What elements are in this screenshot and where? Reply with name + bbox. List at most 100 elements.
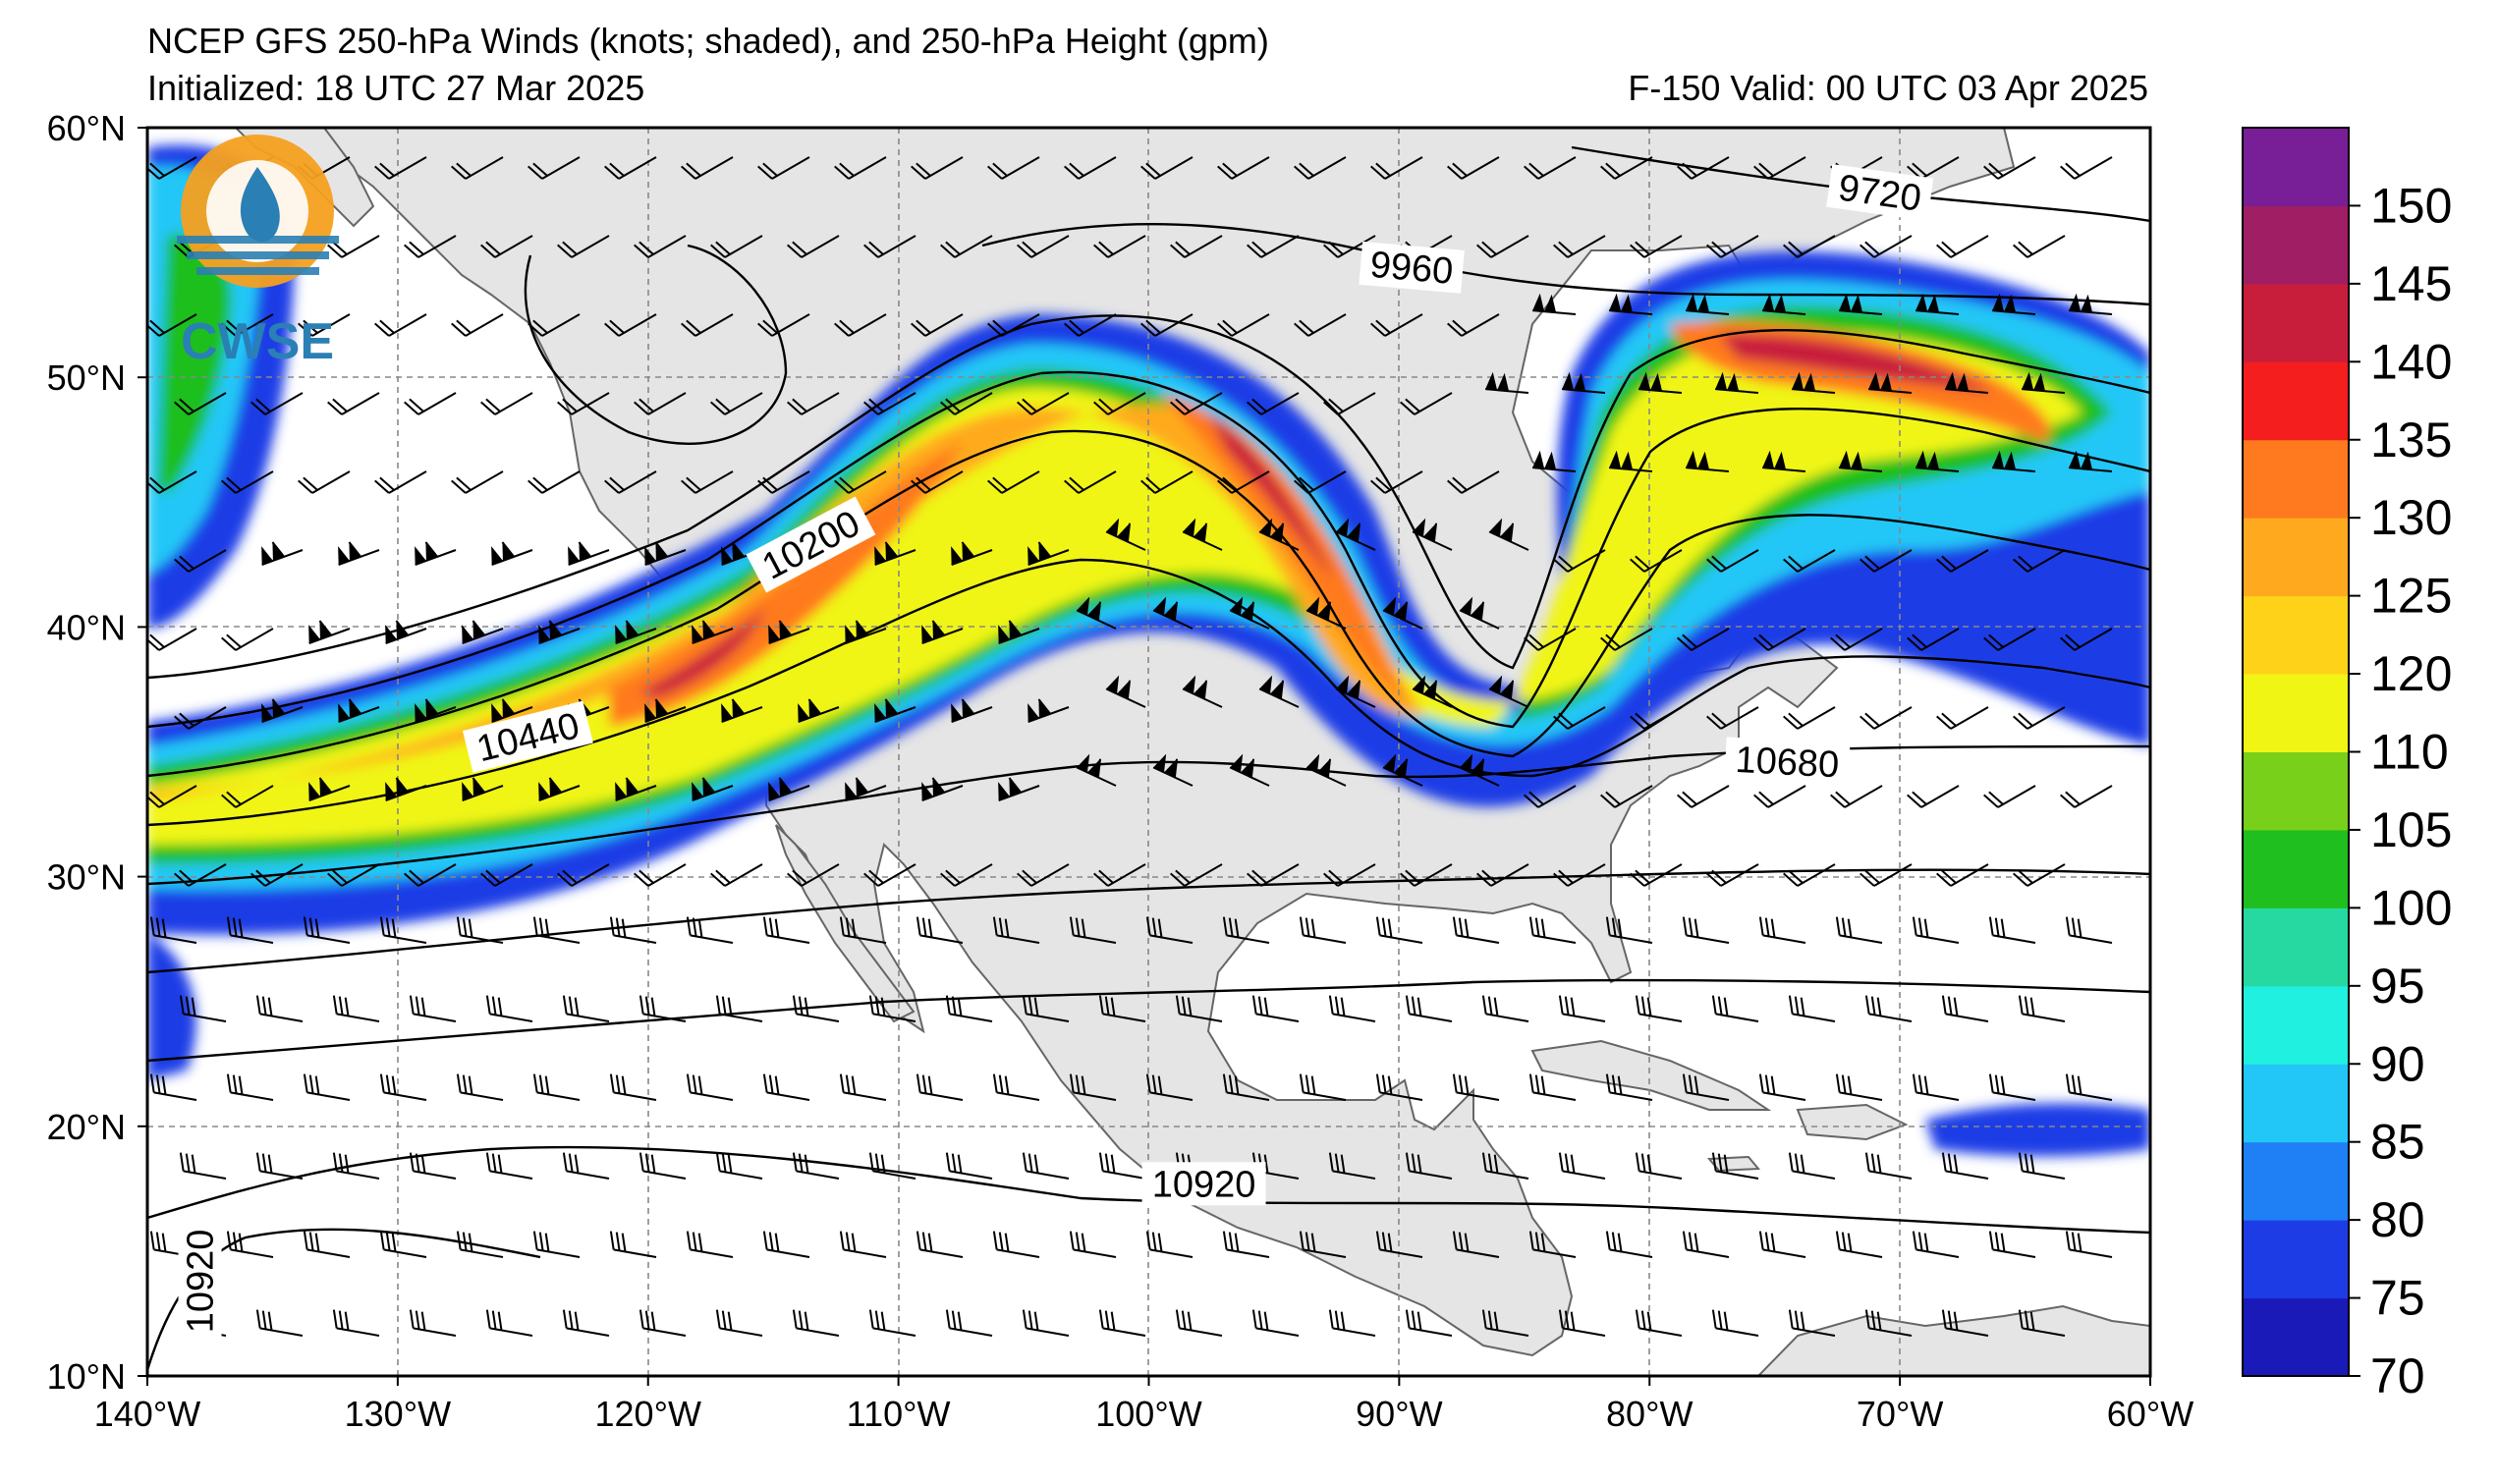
wind-barb xyxy=(255,1309,304,1337)
wind-barb xyxy=(1405,1309,1453,1337)
contour-10200-a xyxy=(147,314,2150,680)
wind-barb xyxy=(911,156,964,180)
wind-barb xyxy=(1017,863,1070,887)
wind-barb xyxy=(921,620,964,644)
wind-barb xyxy=(338,698,380,723)
wind-barb xyxy=(1222,916,1270,944)
lon-label: 140°W xyxy=(94,1394,200,1434)
colorbar-swatch xyxy=(2243,1064,2349,1143)
wind-barb xyxy=(1532,293,1577,315)
wind-barb xyxy=(839,1231,887,1258)
wind-barb xyxy=(798,698,840,723)
wind-barb xyxy=(1758,1231,1806,1258)
wind-barb xyxy=(1992,293,2036,315)
south-america xyxy=(1756,1304,2150,1376)
colorbar: 70 75 80 85 90 95 100 105 110 120 125 130 135 140 145 1… xyxy=(2242,127,2452,1403)
wind-barb xyxy=(255,1152,304,1180)
wind-barb xyxy=(757,313,810,337)
wind-barb xyxy=(1783,863,1836,887)
wind-barb xyxy=(615,777,657,801)
wind-barb xyxy=(1524,628,1577,651)
lat-label: 10°N xyxy=(47,1356,126,1397)
wind-barb xyxy=(1711,995,1759,1022)
wind-barb xyxy=(845,620,887,644)
wind-barb xyxy=(1481,1152,1529,1180)
wind-barb xyxy=(1375,1073,1423,1101)
wind-barb xyxy=(638,995,687,1022)
wind-barb xyxy=(374,470,427,494)
wind-barb xyxy=(1145,916,1193,944)
wind-barb xyxy=(404,863,457,887)
wind-barb xyxy=(1170,863,1223,887)
wind-barb xyxy=(787,863,840,887)
wind-barb xyxy=(609,1073,657,1101)
wind-barb xyxy=(911,313,964,337)
wind-barb xyxy=(1175,1309,1223,1337)
wind-barb xyxy=(174,549,227,573)
wind-barb xyxy=(1788,995,1836,1022)
wind-barb xyxy=(1907,785,1960,808)
wind-barb xyxy=(1447,156,1500,180)
wind-barb xyxy=(480,392,533,415)
wind-barb xyxy=(911,470,964,494)
wind-barb xyxy=(409,1152,457,1180)
colorbar-swatch xyxy=(2243,829,2349,908)
wind-barb xyxy=(1335,675,1376,708)
wind-barb xyxy=(2065,1073,2113,1101)
wind-barb xyxy=(686,1073,734,1101)
contour-label: 10920 xyxy=(178,1219,222,1344)
wind-barb xyxy=(916,1073,964,1101)
contour-10560 xyxy=(147,558,2150,827)
wind-barb xyxy=(2013,549,2066,573)
wind-barb xyxy=(1528,1231,1577,1258)
wind-barb xyxy=(715,995,763,1022)
wind-barb xyxy=(308,777,351,801)
colorbar-label: 75 xyxy=(2370,1271,2425,1326)
wind-barb xyxy=(456,1073,504,1101)
wind-barb xyxy=(327,863,380,887)
lon-label: 100°W xyxy=(1095,1394,1201,1434)
wind-barb xyxy=(1370,470,1423,494)
wind-barb xyxy=(1247,863,1300,887)
wind-barb xyxy=(1305,596,1347,630)
colorbar-label: 150 xyxy=(2370,178,2452,233)
wind-barb xyxy=(1251,995,1300,1022)
wind-barb xyxy=(1247,235,1300,258)
wind-barb xyxy=(634,235,687,258)
wind-barb xyxy=(638,1309,687,1337)
colorbar-label: 125 xyxy=(2370,569,2452,624)
wind-barb xyxy=(1145,1073,1193,1101)
wind-barb xyxy=(1258,675,1300,708)
wind-barb xyxy=(768,777,810,801)
wind-barb xyxy=(2022,371,2066,394)
wind-barb xyxy=(1447,470,1500,494)
wind-barb xyxy=(834,313,887,337)
svg-text:10920: 10920 xyxy=(181,1230,222,1334)
height-contours xyxy=(147,145,2150,1371)
wind-barb xyxy=(1600,785,1653,808)
contour-label: 10920 xyxy=(1141,1162,1266,1206)
wind-barb xyxy=(379,916,427,944)
wind-barb xyxy=(485,995,533,1022)
wind-barb xyxy=(1630,549,1683,573)
jamaica xyxy=(1706,1155,1761,1173)
wind-barb xyxy=(451,470,504,494)
contour-north-low xyxy=(524,244,788,445)
wind-barb xyxy=(1988,916,2036,944)
wind-barb xyxy=(527,313,581,337)
wind-barb xyxy=(250,392,304,415)
wind-barb xyxy=(1524,785,1577,808)
colorbar-label: 130 xyxy=(2370,490,2452,545)
wind-barb xyxy=(945,1309,993,1337)
colorbar-swatch xyxy=(2243,985,2349,1065)
wind-barb xyxy=(2069,293,2113,315)
wind-barb xyxy=(379,1231,427,1258)
wind-barb xyxy=(1992,450,2036,472)
wind-barb xyxy=(757,470,810,494)
wind-barb xyxy=(710,235,763,258)
wind-barb xyxy=(1605,1231,1653,1258)
longitude-ticks xyxy=(146,1376,2151,1386)
wind-barb xyxy=(1941,995,1989,1022)
wind-barb xyxy=(2013,706,2066,730)
contour-10880 xyxy=(147,978,2150,1063)
